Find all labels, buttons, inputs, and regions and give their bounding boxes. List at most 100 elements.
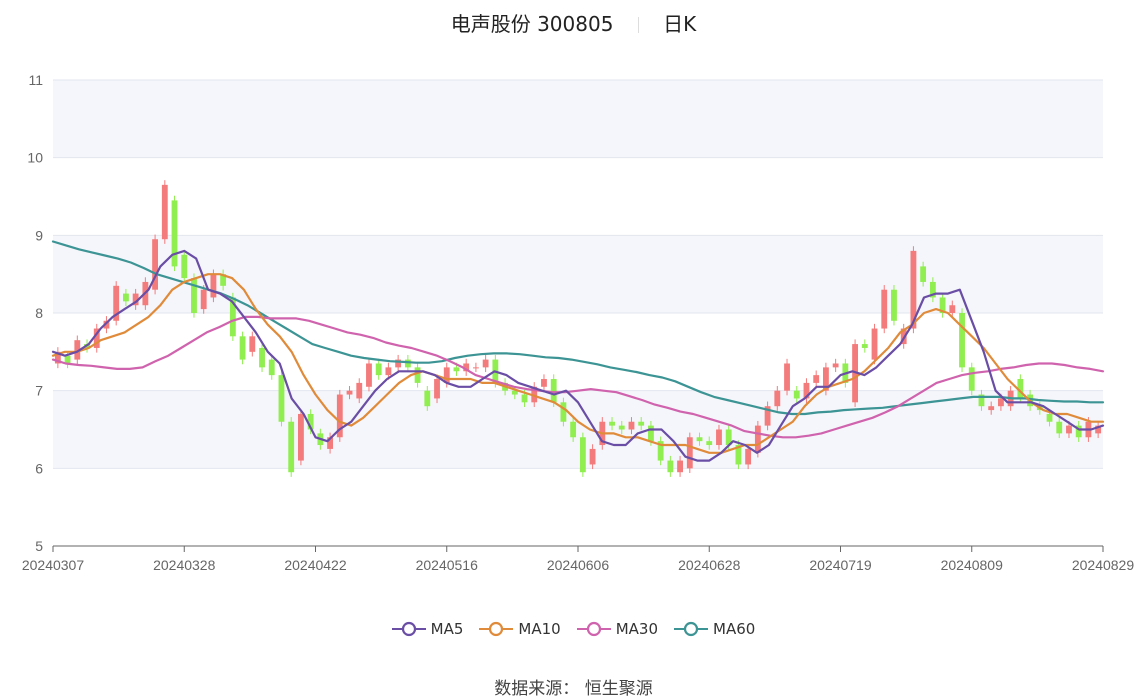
candle-down [570, 421, 577, 438]
candle-down [453, 367, 460, 372]
legend-label: MA60 [713, 620, 756, 638]
legend-label: MA10 [518, 620, 561, 638]
x-tick-label: 20240628 [678, 557, 741, 573]
y-tick-label: 5 [35, 538, 43, 554]
candle-up [628, 421, 635, 430]
candle-up [152, 239, 158, 290]
candle-up [356, 382, 363, 399]
candle-down [424, 390, 431, 407]
kline-chart: 5 6 7 8 9 10 11 20240307 20240328 20240422 202405… [22, 72, 1135, 573]
candle-up [103, 320, 110, 329]
y-tick-label: 9 [35, 227, 43, 243]
candle-up [93, 328, 100, 348]
candle-up [434, 379, 440, 399]
legend-label: MA30 [615, 620, 659, 638]
legend-item-ma5[interactable]: MA5 [391, 620, 464, 638]
candle-up [74, 340, 81, 360]
candle-up [803, 382, 810, 399]
period-label: 日K [663, 12, 697, 36]
candle-down [375, 363, 382, 376]
moving-average-lines [51, 240, 1105, 462]
candle-down [1075, 425, 1082, 438]
candle-down [706, 441, 713, 446]
candle-up [473, 367, 479, 369]
candle-down [521, 394, 528, 403]
candle-down [968, 367, 975, 391]
ma60-line [51, 240, 1105, 416]
candle-down [609, 421, 615, 426]
candle-down [929, 281, 936, 298]
candle-down [696, 437, 703, 442]
candle-up [823, 367, 829, 391]
candle-up [1066, 425, 1072, 434]
chart-title: 电声股份 300805 日K [0, 8, 1147, 37]
candle-down [1017, 379, 1024, 399]
candle-down [648, 425, 654, 442]
candle-up [531, 386, 538, 403]
x-tick-label: 20240719 [809, 557, 872, 573]
candle-up [764, 406, 771, 426]
candle-up [54, 351, 61, 364]
candle-down [307, 413, 314, 430]
candle-down [959, 313, 965, 368]
candle-up [813, 375, 820, 383]
x-tick-label: 20240516 [416, 557, 479, 573]
x-tick-label: 20240307 [22, 557, 85, 573]
candle-up [716, 429, 722, 446]
candle-up [113, 285, 120, 321]
x-axis: 20240307 20240328 20240422 20240516 20240606… [22, 545, 1135, 573]
legend-item-ma10[interactable]: MA10 [479, 620, 561, 638]
candle-up [298, 413, 304, 461]
candle-down [239, 336, 246, 360]
candle-up [395, 359, 402, 368]
candle-up [366, 363, 372, 387]
source-label: 数据来源： [494, 679, 580, 699]
candle-up [200, 289, 207, 310]
candle-down [793, 390, 800, 399]
y-tick-label: 10 [27, 150, 43, 166]
grid-band [53, 80, 1103, 158]
legend-marker-icon [479, 621, 514, 637]
legend-marker-circle [683, 621, 699, 637]
legend-item-ma30[interactable]: MA30 [576, 620, 659, 638]
title-separator [637, 17, 639, 33]
legend-marker-circle [586, 621, 601, 637]
candle-up [910, 250, 917, 329]
data-source: 数据来源： 恒生聚源 [0, 674, 1147, 699]
candle-up [443, 367, 450, 383]
candle-down [191, 278, 197, 313]
candle-down [560, 402, 567, 422]
candle-down [288, 421, 295, 473]
candle-down [638, 421, 645, 426]
candles [54, 180, 1102, 477]
candle-down [268, 359, 275, 376]
candle-up [327, 437, 333, 449]
legend-marker-icon [391, 621, 426, 637]
candle-down [657, 441, 664, 461]
candle-up [249, 336, 256, 352]
candle-down [725, 429, 732, 446]
candle-up [677, 460, 683, 473]
candle-down [618, 425, 625, 430]
legend-label: MA5 [430, 620, 464, 638]
y-tick-label: 7 [35, 383, 43, 399]
candle-down [667, 460, 674, 473]
candle-up [998, 398, 1004, 407]
x-tick-label: 20240829 [1072, 557, 1135, 573]
candle-down [404, 359, 411, 368]
candle-down [123, 293, 129, 302]
candle-down [920, 266, 927, 282]
candle-up [754, 425, 761, 453]
y-tick-label: 6 [35, 460, 43, 476]
candle-down [579, 437, 586, 473]
y-tick-label: 11 [28, 72, 43, 88]
candle-up [949, 305, 956, 313]
legend-item-ma60[interactable]: MA60 [674, 620, 755, 638]
candle-down [414, 367, 421, 383]
candle-down [861, 344, 868, 348]
candle-down [278, 375, 285, 422]
x-tick-label: 20240606 [547, 557, 610, 573]
ma10-line [51, 273, 1105, 454]
legend-marker-icon [576, 621, 611, 637]
candle-up [988, 406, 995, 411]
